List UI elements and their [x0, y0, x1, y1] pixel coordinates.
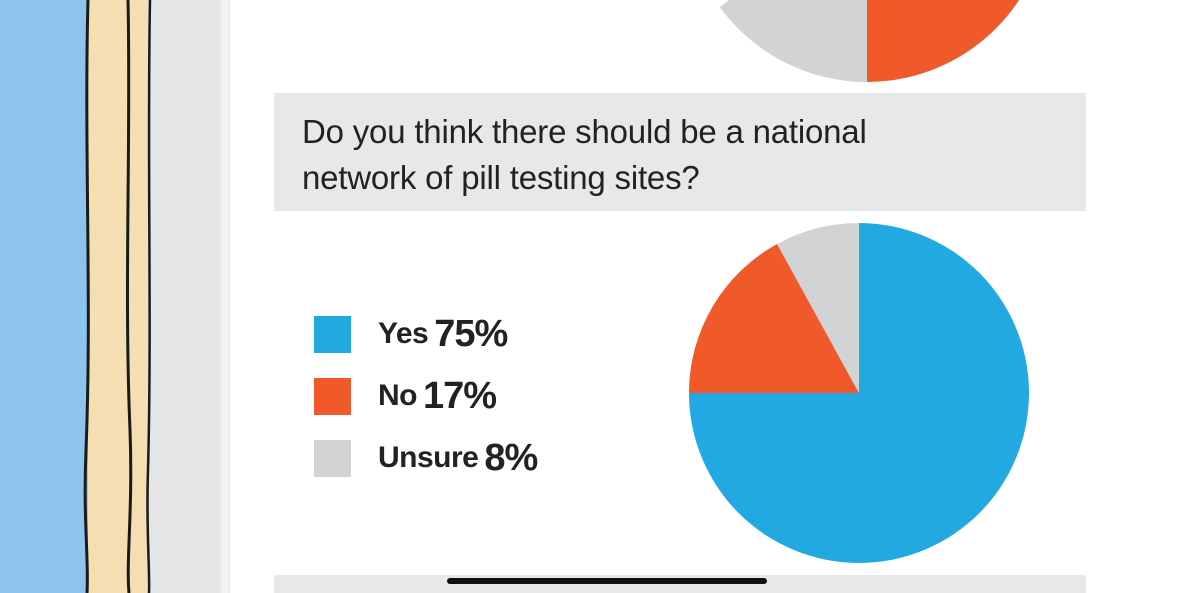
legend-item-yes: Yes 75%	[314, 312, 537, 355]
chart-legend: Yes 75% No 17% Unsure 8%	[314, 312, 538, 500]
previous-pie-slice-orange	[867, 0, 1020, 82]
previous-pie-chart	[719, 0, 1020, 82]
question-panel: Do you think there should be a national …	[274, 93, 1086, 211]
legend-value-no: 17%	[423, 374, 497, 417]
legend-label-unsure: Unsure	[378, 441, 479, 474]
legend-item-no: No 17%	[314, 374, 537, 417]
legend-label-no: No	[378, 379, 418, 412]
background-illustration	[0, 0, 230, 593]
pie-slice-unsure	[777, 223, 859, 393]
legend-value-unsure: 8%	[484, 436, 538, 479]
legend-swatch-yes	[314, 315, 351, 353]
legend-label-yes: Yes	[378, 317, 429, 350]
pie-chart	[689, 223, 1029, 563]
question-line-1: Do you think there should be a national	[302, 113, 867, 150]
legend-item-unsure: Unsure 8%	[314, 436, 538, 479]
legend-swatch-no	[314, 377, 351, 415]
legend-value-yes: 75%	[434, 312, 508, 355]
previous-pie-slice-grey	[719, 0, 867, 82]
legend-swatch-unsure	[314, 439, 351, 477]
home-indicator[interactable]	[447, 578, 767, 584]
poll-graphic: Do you think there should be a national …	[230, 0, 1200, 593]
question-text: Do you think there should be a national …	[302, 109, 1066, 201]
pie-slice-no	[689, 244, 859, 393]
question-line-2: network of pill testing sites?	[302, 159, 700, 196]
